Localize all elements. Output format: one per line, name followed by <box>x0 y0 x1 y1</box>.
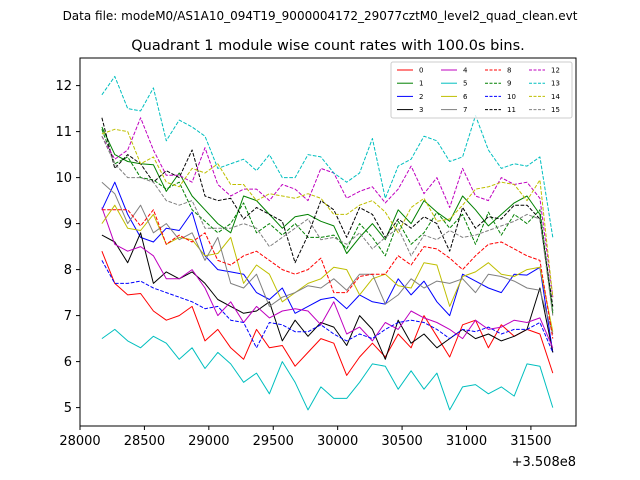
series-line-2 <box>101 181 554 353</box>
y-axis: 5 6 7 8 9 10 11 12 <box>55 79 80 416</box>
y-tick-label: 6 <box>64 355 72 370</box>
legend-box <box>390 61 573 119</box>
x-tick-label: 28000 <box>59 434 100 449</box>
x-tick-label: 29000 <box>188 434 229 449</box>
x-tick-label: 31500 <box>510 434 551 449</box>
x-tick-label: 30500 <box>381 434 422 449</box>
y-tick-label: 7 <box>64 309 72 324</box>
series-line-15 <box>101 135 554 316</box>
legend-label-13: 13 <box>551 80 560 88</box>
legend-label-8: 8 <box>507 67 511 75</box>
legend-label-10: 10 <box>507 93 516 101</box>
legend-label-14: 14 <box>551 93 560 101</box>
series-line-14 <box>101 128 554 298</box>
legend-label-3: 3 <box>419 106 423 114</box>
figure-suptitle: Data file: modeM0/AS1A10_094T19_90000041… <box>63 9 578 23</box>
x-tick-label: 29500 <box>253 434 294 449</box>
series-line-11 <box>101 117 554 307</box>
legend-label-5: 5 <box>463 80 467 88</box>
legend-label-11: 11 <box>507 106 516 114</box>
y-tick-label: 11 <box>55 125 72 140</box>
legend-label-15: 15 <box>551 106 560 114</box>
plot-lines <box>101 75 554 411</box>
series-line-10 <box>101 260 554 353</box>
x-axis: 28000 28500 29000 29500 30000 30500 31000 31500 <box>59 426 552 449</box>
series-line-9 <box>101 129 554 312</box>
series-line-13 <box>101 75 554 238</box>
axes-frame <box>79 57 577 427</box>
x-tick-label: 30000 <box>317 434 358 449</box>
x-tick-label: 28500 <box>124 434 165 449</box>
series-line-8 <box>101 209 554 339</box>
legend-label-4: 4 <box>463 67 468 75</box>
chart-title: Quadrant 1 module wise count rates with … <box>131 38 525 54</box>
series-line-5 <box>101 328 554 411</box>
y-tick-label: 12 <box>55 79 72 94</box>
x-axis-offset-label: +3.508e8 <box>512 455 576 470</box>
y-tick-label: 5 <box>64 401 72 416</box>
legend-label-1: 1 <box>419 80 423 88</box>
x-tick-label: 31000 <box>446 434 487 449</box>
y-tick-label: 8 <box>64 263 72 278</box>
y-tick-label: 9 <box>64 217 72 232</box>
series-line-6 <box>101 204 554 332</box>
legend-label-9: 9 <box>507 80 511 88</box>
series-line-0 <box>101 251 554 376</box>
legend-label-2: 2 <box>419 93 423 101</box>
series-line-3 <box>101 232 554 360</box>
legend-label-0: 0 <box>419 67 423 75</box>
y-tick-label: 10 <box>55 171 72 186</box>
series-line-12 <box>101 117 554 298</box>
series-line-4 <box>101 207 554 348</box>
legend-label-7: 7 <box>463 106 467 114</box>
legend-label-12: 12 <box>551 67 560 75</box>
legend-label-6: 6 <box>463 93 468 101</box>
